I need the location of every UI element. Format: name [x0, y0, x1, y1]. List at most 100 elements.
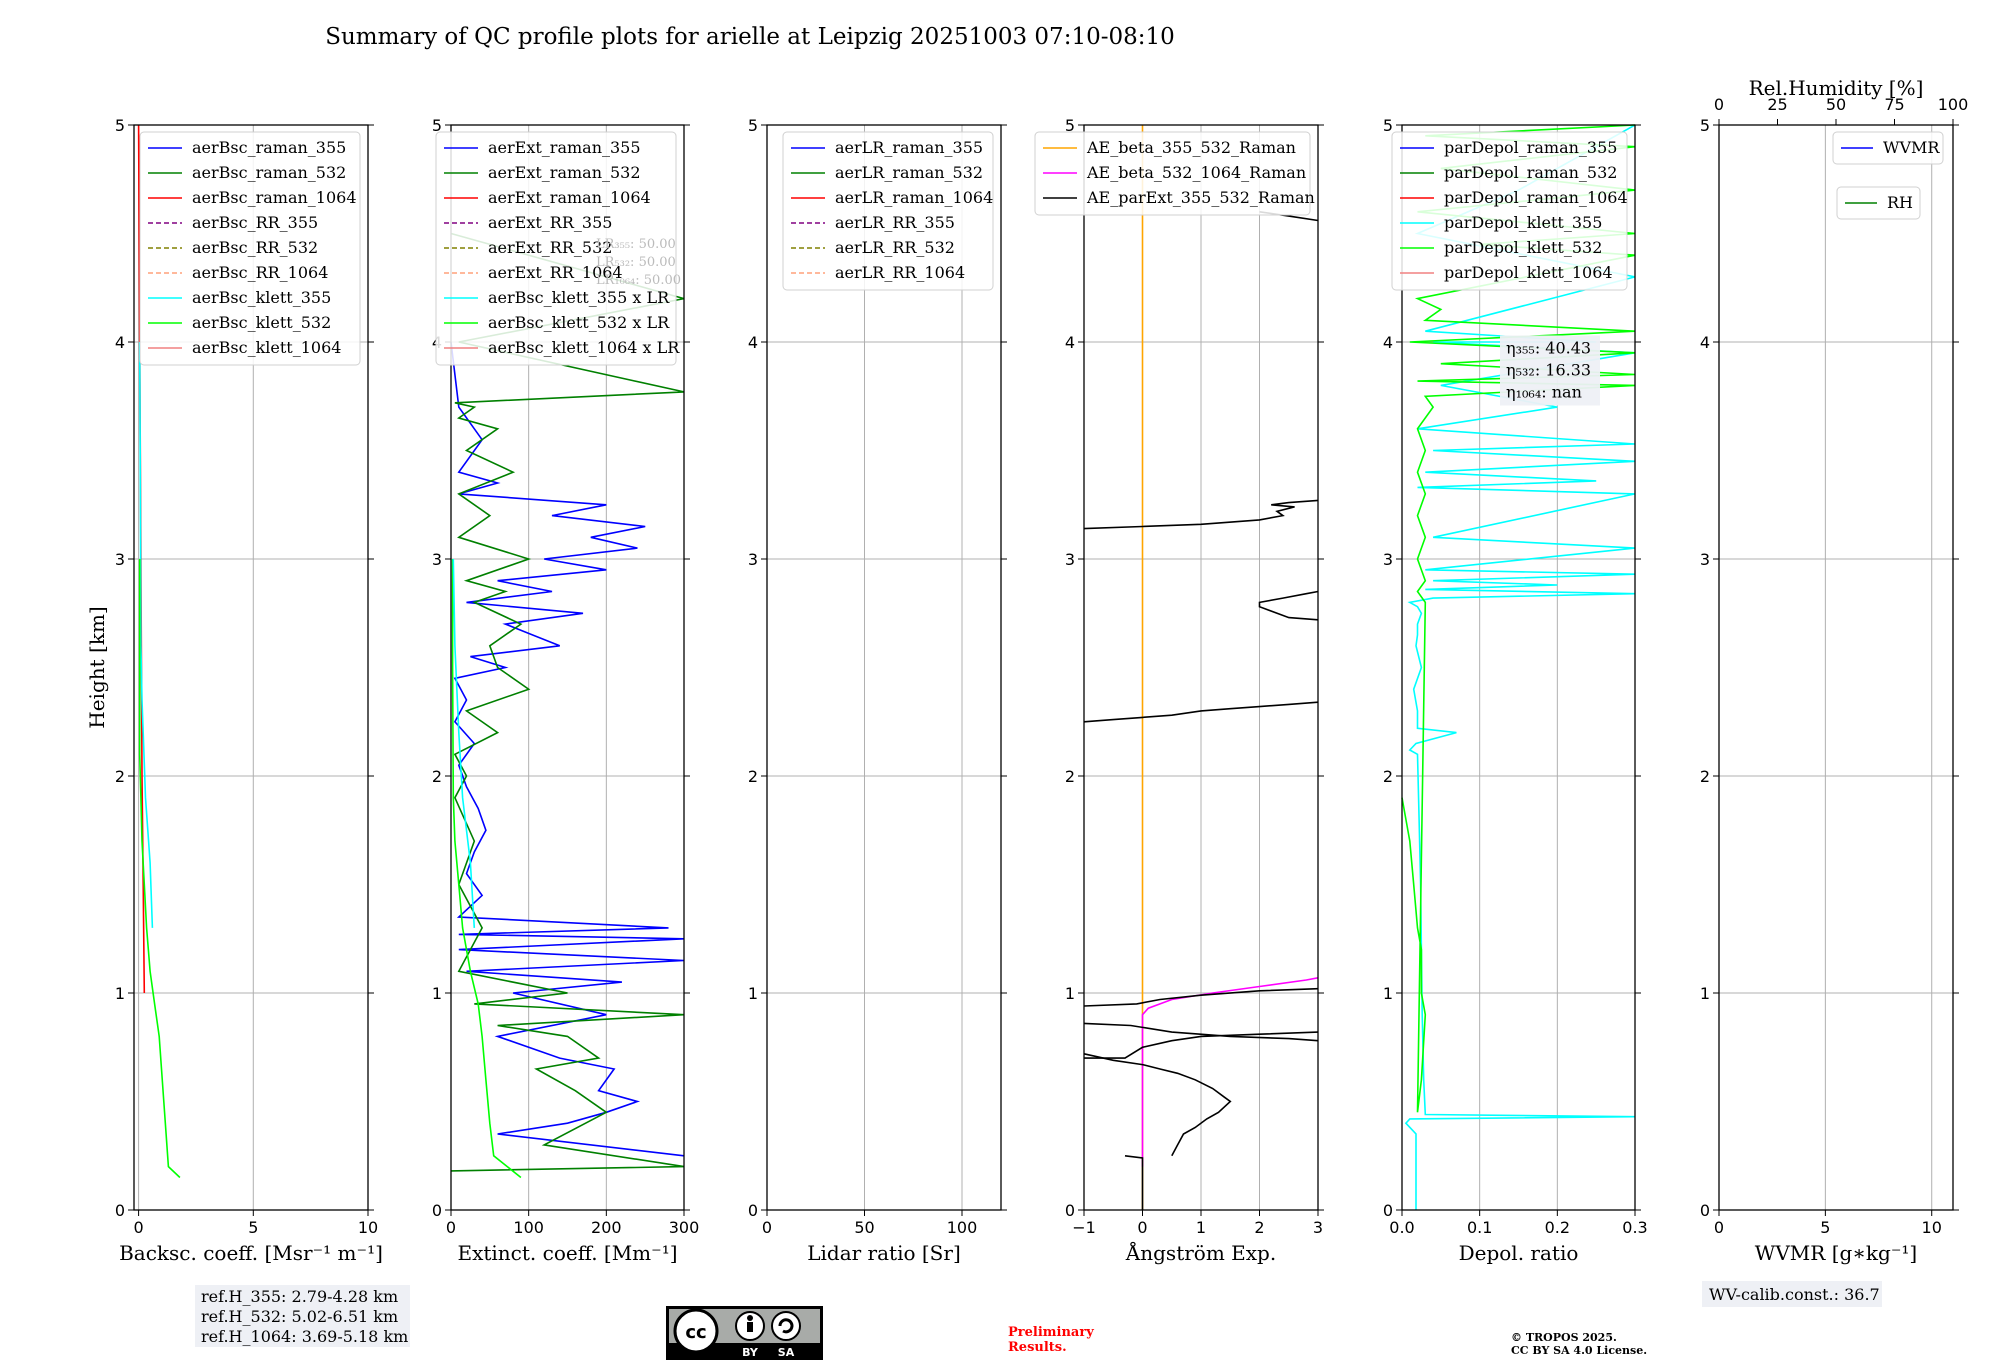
legend-frame: [1832, 131, 1944, 165]
y-tick-label: 3: [1383, 550, 1393, 569]
y-tick-label: 3: [748, 550, 758, 569]
series-line-AE_parExt_355_532_Raman_f: [1083, 701, 1319, 723]
y-tick-label: 3: [1065, 550, 1075, 569]
series-line-aerExt_raman_532: [450, 232, 685, 1172]
y-tick-label: 2: [1383, 767, 1393, 786]
series-line-AE_parExt_355_532_Raman: [1124, 1155, 1144, 1210]
legend-frame: [782, 131, 994, 291]
eta-note: η₁₀₆₄: nan: [1506, 382, 1582, 401]
legend: parDepol_raman_355 parDepol_raman_532 parD…: [1391, 131, 1628, 291]
x2-axis-label: Rel.Humidity [%]: [1749, 76, 1924, 100]
lr-note: LR₅₃₂: 50.00: [596, 255, 676, 270]
x2-tick-label: 50: [1826, 95, 1846, 114]
series-line-AE_parExt_355_532_Raman_b: [1083, 1053, 1232, 1157]
axes-frame: [133, 124, 369, 1211]
legend-entry: aerLR_RR_1064: [835, 263, 965, 282]
legend: WVMR: [1832, 131, 1944, 165]
series-line-AE_parExt_355_532_Raman_h: [1083, 499, 1319, 530]
legend-entry: aerExt_RR_355: [488, 213, 612, 232]
cc-icon: [673, 1308, 719, 1354]
legend-entry: aerLR_raman_532: [835, 163, 983, 182]
ref-h-532: ref.H_532: 5.02-6.51 km: [201, 1307, 398, 1326]
legend-entry: WVMR: [1883, 138, 1940, 157]
preliminary-line-1: Preliminary: [1008, 1325, 1094, 1340]
y-tick-label: 0: [1065, 1201, 1075, 1220]
x-tick-label: 100: [947, 1218, 978, 1237]
y-tick-label: 4: [1383, 333, 1393, 352]
legend-frame: [1836, 186, 1921, 220]
wv-calib-box: WV-calib.const.: 36.7: [1702, 1281, 1882, 1307]
axes-frame: [1718, 124, 1954, 1211]
figure-title: Summary of QC profile plots for arielle …: [325, 24, 1175, 50]
legend: AE_beta_355_532_Raman AE_beta_532_1064_Ra…: [1034, 131, 1315, 216]
x-axis-label: Ångström Exp.: [1125, 1240, 1276, 1265]
legend-entry: aerBsc_klett_1064 x LR: [488, 338, 680, 357]
ref-h-1064: ref.H_1064: 3.69-5.18 km: [201, 1327, 408, 1346]
series-line-aerExt_raman_355: [450, 341, 685, 1157]
legend-entry: aerLR_RR_532: [835, 238, 955, 257]
series-line-AE_parExt_355_532_Raman_g: [1258, 590, 1319, 621]
x2-tick-label: 25: [1767, 95, 1787, 114]
legend-entry: aerBsc_klett_532 x LR: [488, 313, 670, 332]
x-axis-label: Extinct. coeff. [Mm⁻¹]: [457, 1241, 677, 1265]
legend-frame: [1034, 131, 1311, 216]
legend-entry: aerBsc_raman_355: [192, 138, 346, 157]
legend-entry: aerBsc_klett_532: [192, 313, 331, 332]
series-line-AE_parExt_355_532_Raman_c: [1084, 1031, 1319, 1059]
copyright-line-2: CC BY SA 4.0 License.: [1511, 1344, 1647, 1357]
legend-entry: aerExt_RR_1064: [488, 263, 623, 282]
legend-entry: aerLR_raman_1064: [835, 188, 993, 207]
legend-frame: [139, 131, 361, 366]
legend-entry: RH: [1887, 193, 1913, 212]
preliminary-line-2: Results.: [1008, 1340, 1067, 1355]
x-tick-label: 200: [591, 1218, 622, 1237]
y-tick-label: 5: [115, 116, 125, 135]
legend: aerLR_raman_355 aerLR_raman_532 aerLR_rama…: [782, 131, 994, 291]
x-tick-label: 3: [1313, 1218, 1323, 1237]
series-line-AE_parExt_355_532_Raman_d: [1083, 1022, 1319, 1042]
panel-lidar_ratio: 0 50 100 0 1 2 3 4 5 Lidar ratio [Sr] aerLR_raman_…: [748, 116, 1007, 1265]
lr-note: LR₃₅₅: 50.00: [596, 237, 676, 252]
eta-note-box: η₃₅₅: 40.43 η₅₃₂: 16.33 η₁₀₆₄: nan: [1500, 335, 1600, 406]
x-tick-label: 0.3: [1622, 1218, 1647, 1237]
copyright-note: © TROPOS 2025. CC BY SA 4.0 License.: [1511, 1331, 1647, 1357]
legend-entry: aerBsc_klett_355 x LR: [488, 288, 670, 307]
x-tick-label: 50: [854, 1218, 874, 1237]
legend-entry: parDepol_klett_1064: [1444, 263, 1613, 282]
y-tick-label: 4: [1700, 333, 1710, 352]
y-tick-label: 3: [115, 550, 125, 569]
y-tick-label: 2: [432, 767, 442, 786]
legend-entry: aerBsc_raman_532: [192, 163, 346, 182]
y-tick-label: 1: [748, 984, 758, 1003]
legend-entry: AE_beta_532_1064_Raman: [1086, 163, 1306, 182]
legend-entry: AE_parExt_355_532_Raman: [1086, 188, 1315, 207]
series-line-AE_parExt_355_532_Raman_e: [1083, 987, 1319, 1007]
x-tick-label: 300: [669, 1218, 700, 1237]
legend: aerExt_raman_355 aerExt_raman_532 aerExt_r…: [435, 131, 680, 366]
legend-entry: AE_beta_355_532_Raman: [1086, 138, 1296, 157]
x2-tick-label: 100: [1938, 95, 1969, 114]
series-line-AE_beta_532_1064_Raman: [1141, 977, 1319, 1167]
x-tick-label: 0.2: [1545, 1218, 1570, 1237]
axes-frame: [450, 124, 685, 1211]
axes-frame: [1401, 124, 1636, 1211]
legend-entry: parDepol_raman_532: [1444, 163, 1617, 182]
cc-license-badge: cc BY SA: [666, 1306, 823, 1360]
legend-entry: aerExt_raman_532: [488, 163, 641, 182]
x-tick-label: 0: [133, 1218, 143, 1237]
legend: RH: [1836, 186, 1921, 220]
copyright-line-1: © TROPOS 2025.: [1511, 1331, 1617, 1344]
y-tick-label: 3: [432, 550, 442, 569]
by-label: BY: [742, 1346, 759, 1359]
y-tick-label: 0: [432, 1201, 442, 1220]
x-tick-label: 0: [1137, 1218, 1147, 1237]
x-axis-label: Lidar ratio [Sr]: [807, 1241, 961, 1265]
x-tick-label: 0: [1714, 1218, 1724, 1237]
y-tick-label: 0: [115, 1201, 125, 1220]
y-tick-label: 5: [432, 116, 442, 135]
legend-entry: aerBsc_raman_1064: [192, 188, 357, 207]
